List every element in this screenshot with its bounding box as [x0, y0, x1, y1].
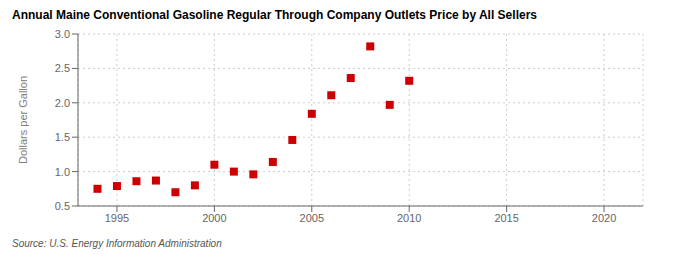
svg-text:2015: 2015: [494, 212, 518, 224]
svg-text:2005: 2005: [300, 212, 324, 224]
svg-text:2010: 2010: [397, 212, 421, 224]
svg-text:2000: 2000: [202, 212, 226, 224]
svg-text:Dollars per Gallon: Dollars per Gallon: [17, 76, 29, 164]
html-text:Source: U.S. Energy Informatio: Source: U.S. Energy Information Administ…: [12, 238, 222, 249]
svg-text:2020: 2020: [592, 212, 616, 224]
svg-text:3.0: 3.0: [55, 28, 70, 40]
svg-text:1.0: 1.0: [55, 166, 70, 178]
svg-text:1995: 1995: [105, 212, 129, 224]
svg-text:2.5: 2.5: [55, 62, 70, 74]
svg-text:2.0: 2.0: [55, 97, 70, 109]
svg-text:0.5: 0.5: [55, 200, 70, 212]
html-text:Annual Maine Conventional Gaso: Annual Maine Conventional Gasoline Regul…: [12, 8, 537, 22]
svg-text:1.5: 1.5: [55, 131, 70, 143]
